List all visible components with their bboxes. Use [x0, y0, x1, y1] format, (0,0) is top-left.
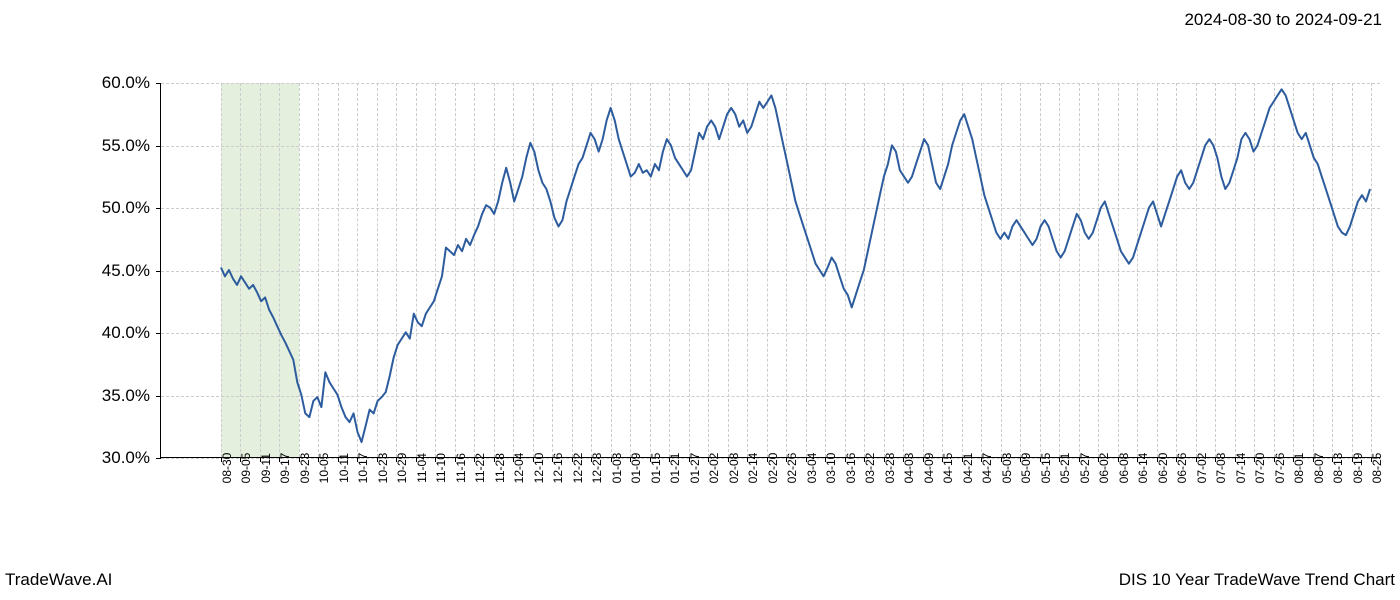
x-tick-label: 03-22 [863, 453, 877, 484]
x-tick-label: 12-22 [571, 453, 585, 484]
x-tick-label: 01-03 [610, 453, 624, 484]
x-tick-label: 07-20 [1253, 453, 1267, 484]
x-tick-label: 09-11 [259, 453, 273, 483]
x-tick-label: 08-19 [1351, 453, 1365, 484]
x-tick-label: 12-04 [512, 453, 526, 484]
x-tick-label: 02-26 [785, 453, 799, 484]
x-tick-label: 09-17 [278, 453, 292, 484]
x-tick-label: 05-27 [1078, 453, 1092, 484]
line-chart-svg [161, 83, 1380, 457]
x-tick-label: 09-05 [239, 453, 253, 484]
x-tick-label: 12-16 [551, 453, 565, 484]
x-tick-label: 06-14 [1136, 453, 1150, 484]
x-tick-label: 01-21 [668, 453, 682, 484]
x-tick-label: 03-04 [805, 453, 819, 484]
x-tick-label: 02-20 [766, 453, 780, 484]
y-tick-label: 30.0% [80, 448, 150, 468]
x-tick-label: 02-08 [727, 453, 741, 484]
x-tick-label: 08-13 [1331, 453, 1345, 484]
x-tick-label: 04-03 [902, 453, 916, 484]
x-tick-label: 01-09 [629, 453, 643, 484]
x-tick-label: 05-03 [1000, 453, 1014, 484]
x-tick-label: 12-28 [590, 453, 604, 484]
x-tick-label: 09-23 [298, 453, 312, 484]
x-tick-label: 11-10 [434, 453, 448, 483]
chart-container: 30.0%35.0%40.0%45.0%50.0%55.0%60.0% 08-3… [160, 45, 1380, 485]
chart-title-label: DIS 10 Year TradeWave Trend Chart [1119, 570, 1395, 590]
x-tick-label: 01-15 [649, 453, 663, 484]
x-tick-label: 04-09 [922, 453, 936, 484]
x-tick-label: 05-09 [1019, 453, 1033, 484]
x-tick-label: 06-20 [1156, 453, 1170, 484]
y-tick-label: 55.0% [80, 136, 150, 156]
y-tick-label: 40.0% [80, 323, 150, 343]
x-tick-label: 04-27 [980, 453, 994, 484]
x-tick-label: 11-16 [454, 453, 468, 483]
x-tick-label: 07-26 [1273, 453, 1287, 484]
x-tick-label: 02-02 [707, 453, 721, 484]
y-tick-label: 35.0% [80, 386, 150, 406]
x-tick-label: 08-30 [220, 453, 234, 484]
y-tick-label: 60.0% [80, 73, 150, 93]
x-tick-label: 04-21 [961, 453, 975, 484]
x-tick-label: 08-01 [1292, 453, 1306, 484]
y-tick-label: 45.0% [80, 261, 150, 281]
x-tick-label: 06-26 [1175, 453, 1189, 484]
y-tick-mark [156, 208, 161, 209]
y-tick-mark [156, 396, 161, 397]
x-tick-label: 06-08 [1117, 453, 1131, 484]
x-tick-label: 10-11 [337, 453, 351, 483]
x-tick-label: 05-21 [1058, 453, 1072, 484]
x-tick-label: 01-27 [688, 453, 702, 484]
x-tick-label: 03-16 [844, 453, 858, 484]
trend-line [221, 89, 1370, 442]
x-tick-label: 07-02 [1195, 453, 1209, 484]
x-tick-label: 03-10 [824, 453, 838, 484]
y-tick-mark [156, 458, 161, 459]
x-tick-label: 12-10 [532, 453, 546, 484]
x-tick-label: 04-15 [941, 453, 955, 484]
x-tick-label: 03-28 [883, 453, 897, 484]
x-tick-label: 10-17 [356, 453, 370, 484]
x-tick-label: 02-14 [746, 453, 760, 484]
plot-area [160, 83, 1380, 458]
x-tick-label: 11-04 [415, 453, 429, 483]
y-tick-mark [156, 333, 161, 334]
y-tick-mark [156, 83, 161, 84]
brand-label: TradeWave.AI [5, 570, 112, 590]
x-tick-label: 07-14 [1234, 453, 1248, 484]
x-tick-label: 08-25 [1370, 453, 1384, 484]
x-tick-label: 11-22 [473, 453, 487, 483]
y-tick-mark [156, 146, 161, 147]
x-tick-label: 10-23 [376, 453, 390, 484]
x-tick-label: 11-28 [493, 453, 507, 483]
x-tick-label: 10-05 [317, 453, 331, 484]
date-range-label: 2024-08-30 to 2024-09-21 [1184, 10, 1382, 30]
x-tick-label: 05-15 [1039, 453, 1053, 484]
y-tick-mark [156, 271, 161, 272]
x-tick-label: 07-08 [1214, 453, 1228, 484]
y-tick-label: 50.0% [80, 198, 150, 218]
x-tick-label: 10-29 [395, 453, 409, 484]
x-tick-label: 08-07 [1312, 453, 1326, 484]
x-tick-label: 06-02 [1097, 453, 1111, 484]
